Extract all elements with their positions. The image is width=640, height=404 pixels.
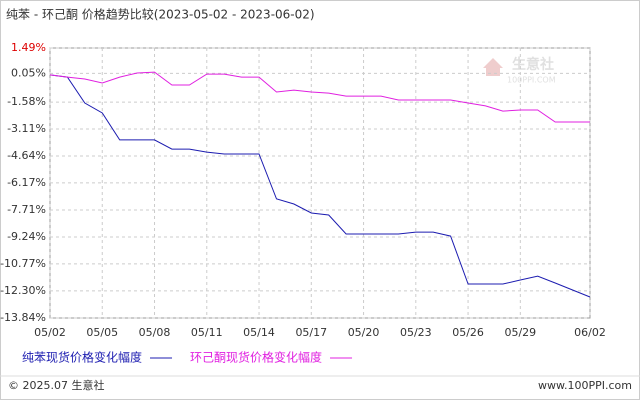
y-tick-label: -10.77% — [0, 257, 46, 270]
legend-label: 纯苯现货价格变化幅度 — [22, 350, 142, 365]
y-tick-label: 0.05% — [11, 66, 46, 79]
y-tick-label: -12.30% — [0, 284, 46, 297]
y-tick-label: -1.58% — [7, 95, 46, 108]
x-tick-label: 05/17 — [295, 326, 327, 339]
watermark-url: 100PPI.COM — [507, 76, 556, 85]
y-tick-label: -9.24% — [7, 230, 46, 243]
y-tick-label: -4.64% — [7, 149, 46, 162]
x-tick-label: 05/11 — [191, 326, 223, 339]
y-tick-label: -13.84% — [0, 311, 46, 324]
x-tick-label: 05/23 — [400, 326, 432, 339]
y-tick-label: -3.11% — [7, 122, 46, 135]
x-tick-label: 05/05 — [86, 326, 118, 339]
footer-site: www.100PPI.com — [538, 379, 632, 392]
watermark: 生意社 100PPI.COM — [483, 56, 556, 85]
legend-label: 环己酮现货价格变化幅度 — [190, 350, 322, 365]
x-tick-label: 05/02 — [34, 326, 66, 339]
watermark-name: 生意社 — [512, 56, 554, 73]
x-tick-label: 06/02 — [574, 326, 606, 339]
x-tick-label: 05/26 — [452, 326, 484, 339]
series-line — [49, 71, 590, 123]
x-tick-label: 05/29 — [504, 326, 536, 339]
y-tick-label: -7.71% — [7, 203, 46, 216]
y-tick-label: 1.49% — [11, 41, 46, 54]
footer-copyright: © 2025.07 生意社 — [8, 378, 104, 392]
x-tick-label: 05/20 — [348, 326, 380, 339]
x-tick-label: 05/08 — [139, 326, 171, 339]
watermark-logo — [483, 58, 503, 76]
chart-title: 纯苯 - 环己酮 价格趋势比较(2023-05-02 - 2023-06-02) — [6, 7, 315, 22]
x-tick-label: 05/14 — [243, 326, 275, 339]
y-tick-label: -6.17% — [7, 176, 46, 189]
series-line — [49, 74, 591, 298]
